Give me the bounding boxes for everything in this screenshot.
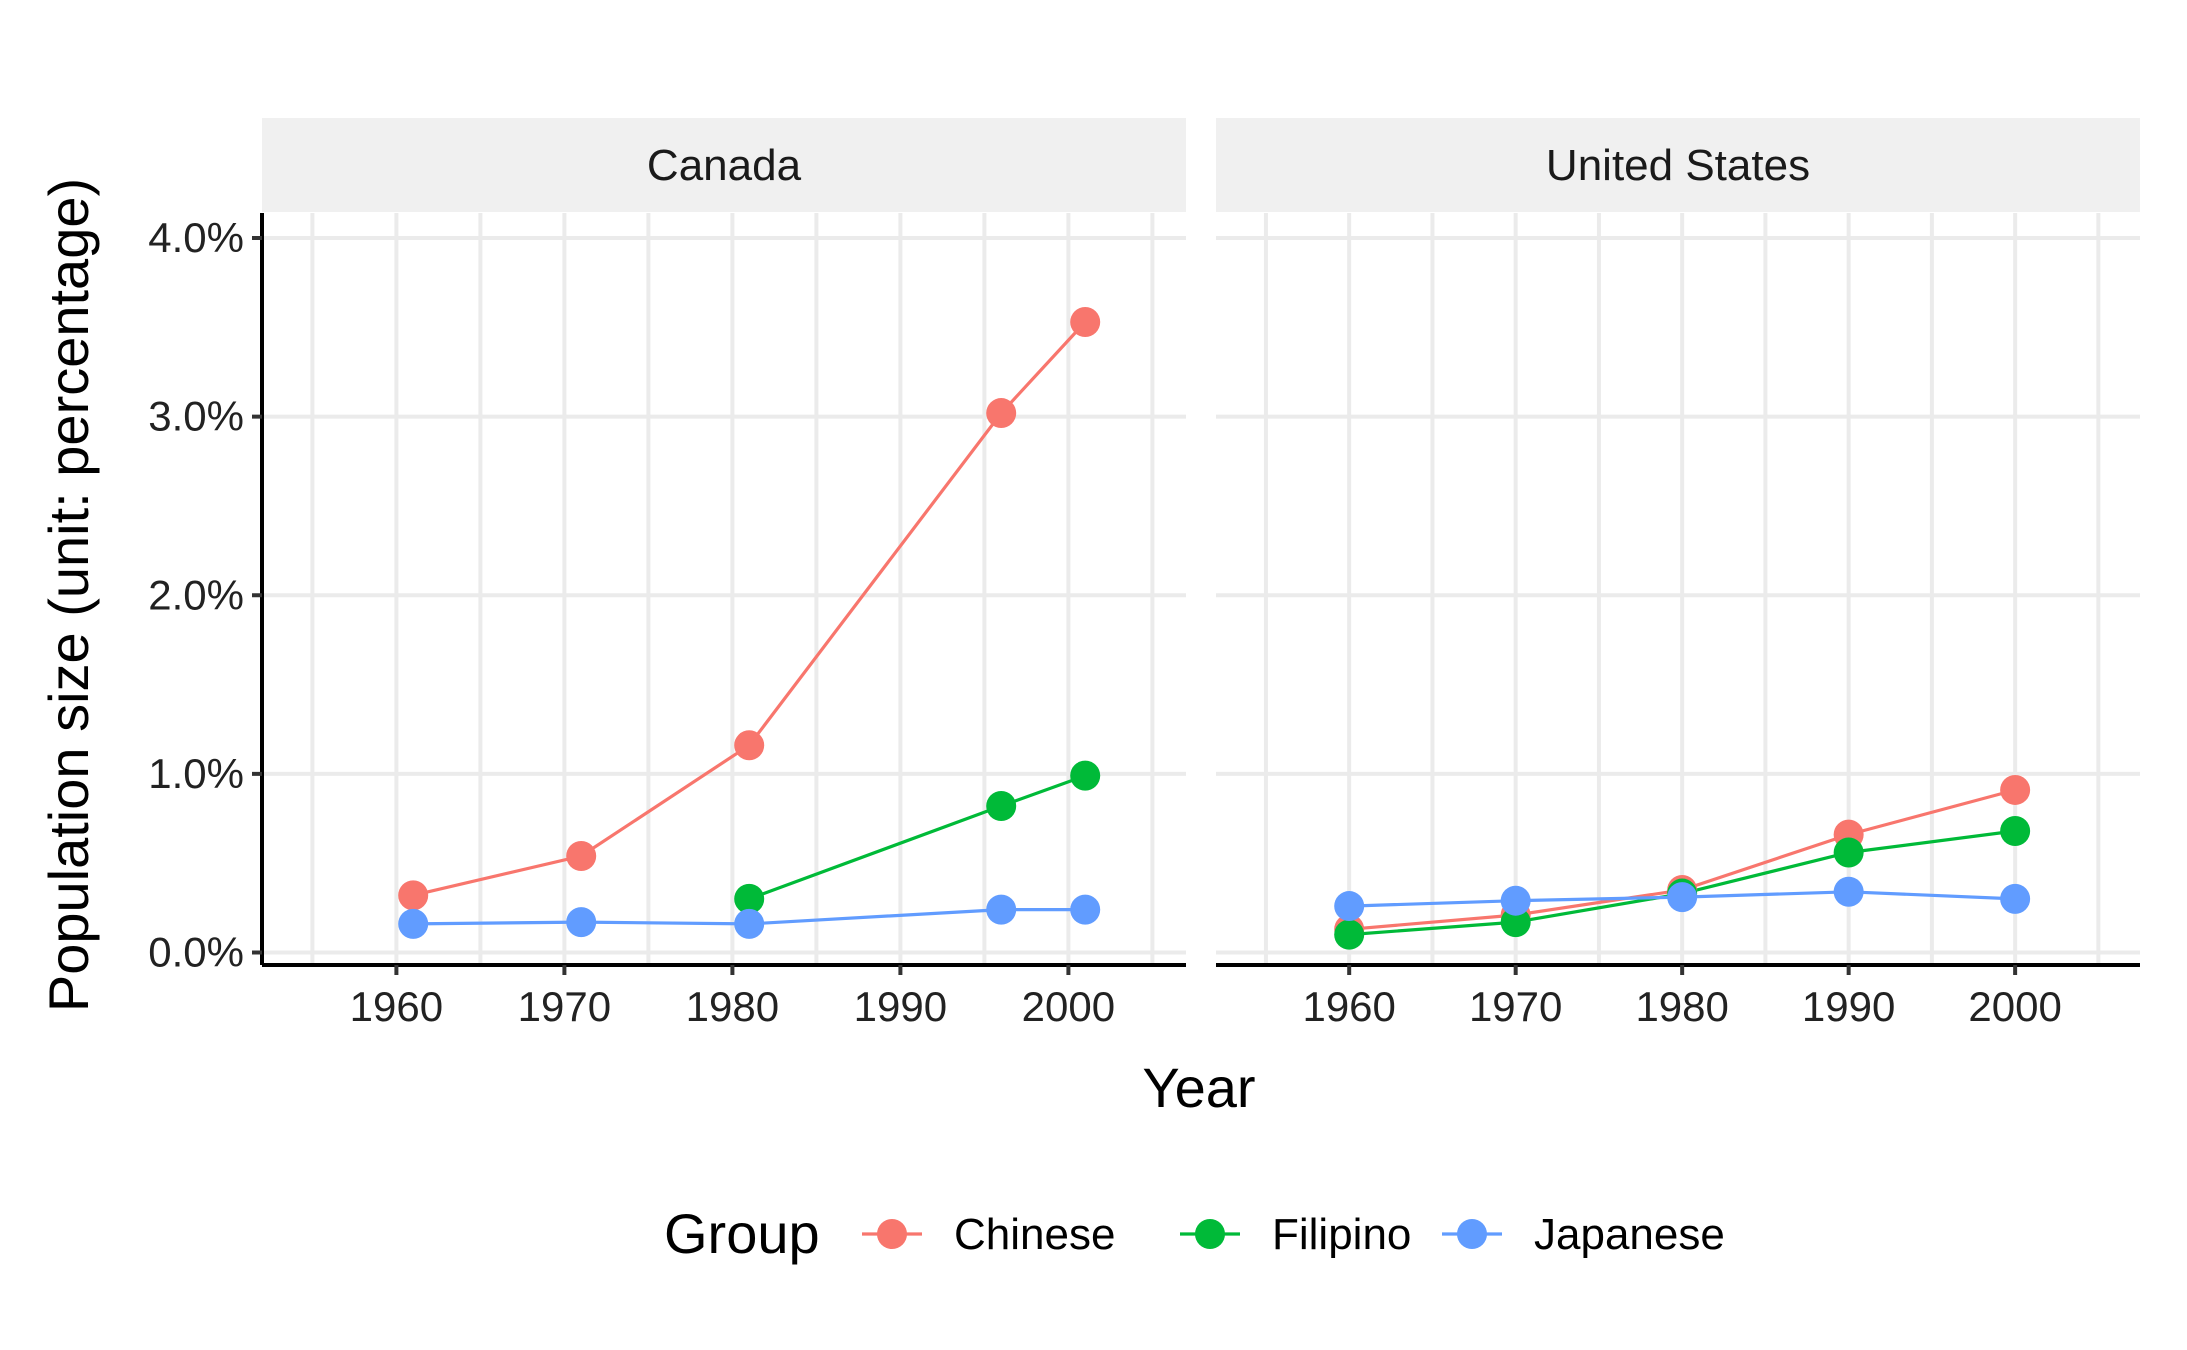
- data-point-japanese: [1334, 891, 1365, 922]
- data-point-japanese: [734, 908, 765, 939]
- y-tick-label: 0.0%: [148, 928, 244, 975]
- legend-key-point-chinese: [877, 1219, 907, 1249]
- x-tick-label: 1980: [1635, 983, 1728, 1030]
- series-line-filipino: [748, 774, 1086, 901]
- x-tick-label: 1980: [686, 983, 779, 1030]
- data-point-filipino: [1833, 837, 1864, 868]
- legend: Group Chinese Filipino Japanese: [664, 1202, 1725, 1265]
- facet-panel-0: Canada 0.0% 1.0% 2.0% 3.0% 4.0% 1960 1970 1980 19…: [148, 118, 1186, 1030]
- y-tick-label: 2.0%: [148, 571, 244, 618]
- x-tick-label: 1960: [1302, 983, 1395, 1030]
- x-tick-label: 1990: [854, 983, 947, 1030]
- legend-label-japanese: Japanese: [1534, 1210, 1725, 1259]
- data-point-japanese: [1833, 876, 1864, 907]
- y-tick-label: 3.0%: [148, 393, 244, 440]
- y-axis-title: Population size (unit: percentage): [37, 178, 100, 1012]
- data-point-chinese: [398, 880, 429, 911]
- legend-title: Group: [664, 1202, 820, 1265]
- x-axis-title: Year: [1142, 1056, 1255, 1119]
- data-point-japanese: [1667, 882, 1698, 913]
- data-point-chinese: [2000, 774, 2031, 805]
- data-point-filipino: [1334, 919, 1365, 950]
- y-tick-label: 1.0%: [148, 750, 244, 797]
- x-tick-label: 1990: [1802, 983, 1895, 1030]
- legend-label-filipino: Filipino: [1272, 1210, 1411, 1259]
- legend-key-point-filipino: [1195, 1219, 1225, 1249]
- data-point-japanese: [2000, 883, 2031, 914]
- data-point-japanese: [986, 894, 1017, 925]
- data-point-chinese: [1070, 306, 1101, 337]
- facet-strip-label: United States: [1546, 141, 1810, 190]
- data-point-japanese: [398, 908, 429, 939]
- x-tick-label: 1970: [518, 983, 611, 1030]
- x-tick-label: 2000: [1968, 983, 2061, 1030]
- data-point-japanese: [1500, 885, 1531, 916]
- x-tick-label: 1970: [1469, 983, 1562, 1030]
- x-tick-label: 2000: [1022, 983, 1115, 1030]
- facet-strip: [262, 118, 1186, 212]
- facet-panel-1: United States 1960 1970 1980 1990 2000: [1216, 118, 2140, 1030]
- data-point-filipino: [734, 883, 765, 914]
- data-point-chinese: [734, 730, 765, 761]
- data-point-filipino: [1500, 907, 1531, 938]
- y-tick-label: 4.0%: [148, 214, 244, 261]
- x-tick-label: 1960: [350, 983, 443, 1030]
- legend-key-point-japanese: [1457, 1219, 1487, 1249]
- facet-panels: Canada 0.0% 1.0% 2.0% 3.0% 4.0% 1960 1970 1980 19…: [148, 118, 2140, 1030]
- data-point-japanese: [1070, 894, 1101, 925]
- data-point-filipino: [2000, 816, 2031, 847]
- facet-strip-label: Canada: [647, 141, 802, 190]
- data-point-japanese: [566, 907, 597, 938]
- data-point-chinese: [986, 398, 1017, 429]
- legend-label-chinese: Chinese: [954, 1210, 1115, 1259]
- data-point-filipino: [1070, 760, 1101, 791]
- data-point-filipino: [986, 791, 1017, 822]
- data-point-chinese: [566, 841, 597, 872]
- facet-strip: [1216, 118, 2140, 212]
